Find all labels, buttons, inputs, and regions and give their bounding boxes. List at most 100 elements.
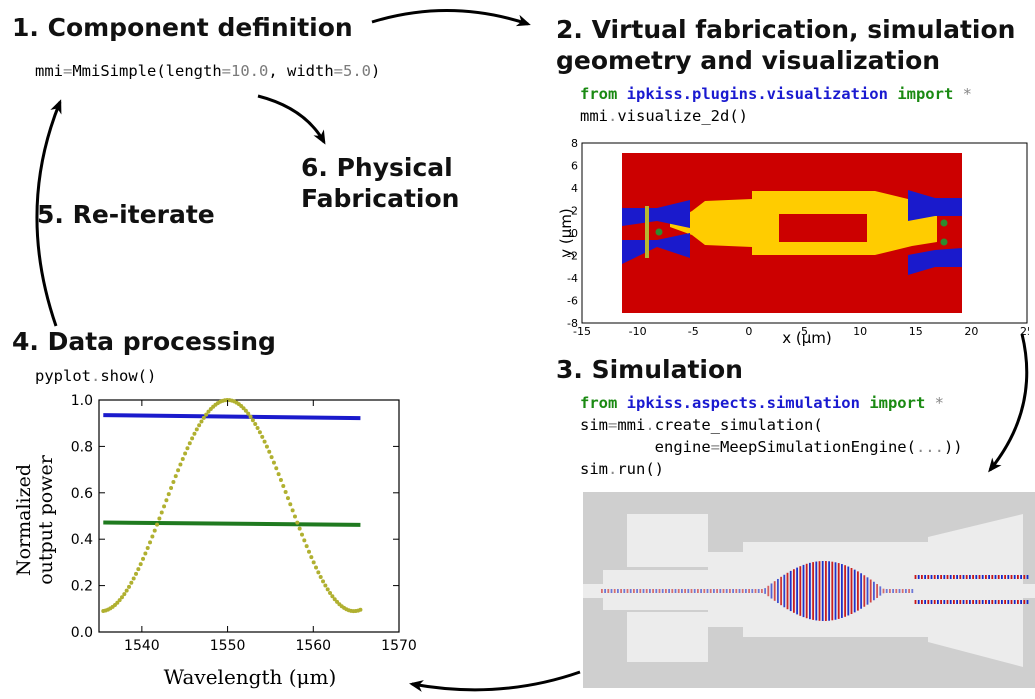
port-marker-right-top (940, 219, 948, 227)
geometry-xtick: 20 (964, 325, 978, 338)
field-stripe (837, 563, 840, 619)
chart-point-series-2 (314, 565, 319, 570)
port-marker-left (655, 228, 663, 236)
chart-point-series-2 (131, 576, 136, 581)
field-stripe (959, 575, 962, 579)
field-stripe (956, 575, 958, 579)
chart-point-series-2 (267, 449, 272, 454)
chart-point-series-2 (248, 414, 253, 419)
field-stripe (815, 561, 818, 621)
chart-ytick-label: 0.6 (71, 486, 93, 502)
field-stripe (988, 575, 990, 579)
chart-point-series-2 (187, 441, 192, 446)
field-stripe (1004, 600, 1006, 604)
field-stripe (777, 578, 779, 604)
chart-point-series-2 (243, 408, 248, 413)
field-stripe (706, 589, 709, 593)
field-stripe (882, 588, 885, 594)
arrow-2-to-3 (988, 333, 1029, 473)
field-stripe (981, 600, 984, 604)
step4-title: 4. Data processing (12, 327, 276, 356)
field-stripe (1007, 575, 1010, 579)
field-stripe (825, 561, 827, 621)
chart-point-series-2 (325, 587, 330, 592)
field-stripe (1023, 575, 1026, 579)
chart-point-series-2 (166, 492, 171, 497)
chart-point-series-2 (278, 478, 283, 483)
chart-point-series-2 (190, 436, 195, 441)
step2-title-line2: geometry and visualization (556, 46, 941, 75)
field-stripe (1001, 575, 1003, 579)
field-stripe (1007, 600, 1010, 604)
geometry-plot: -15-10-5051015202586420-2-4-6-8 x (μm) y… (557, 137, 1029, 346)
step2-title-line1: 2. Virtual fabrication, simulation (556, 15, 1016, 44)
field-stripe (665, 589, 667, 593)
chart-point-series-2 (141, 556, 146, 561)
chart-point-series-2 (192, 431, 197, 436)
field-stripe (831, 561, 834, 621)
field-stripe (863, 575, 866, 607)
chart-point-series-2 (134, 571, 139, 576)
chart-point-series-2 (299, 532, 304, 537)
field-stripe (677, 589, 680, 593)
chart-point-series-2 (246, 411, 251, 416)
field-stripe (735, 589, 738, 593)
field-stripe (917, 575, 920, 579)
chart-frame (98, 399, 400, 633)
geometry-ytick: -6 (567, 295, 578, 308)
field-stripe (649, 589, 651, 593)
field-stripe (1023, 600, 1026, 604)
field-stripe (601, 589, 603, 593)
field-pattern (601, 561, 1029, 621)
field-stripe (805, 563, 808, 619)
field-stripe (783, 574, 786, 608)
field-stripe (729, 589, 731, 593)
field-stripe (994, 600, 997, 604)
field-stripe (876, 584, 878, 598)
chart-point-series-2 (150, 534, 155, 539)
field-stripe (921, 600, 923, 604)
chart-point-series-2 (274, 466, 279, 471)
field-stripe (684, 589, 686, 593)
field-stripe (953, 575, 955, 579)
chart-point-series-2 (297, 526, 302, 531)
field-stripe (799, 566, 802, 616)
geometry-xtick: -5 (688, 325, 699, 338)
field-stripe (604, 589, 606, 593)
field-stripe (697, 589, 699, 593)
field-stripe (802, 564, 805, 618)
field-stripe (869, 579, 872, 603)
field-stripe (1010, 600, 1013, 604)
field-stripe (853, 569, 856, 613)
field-stripe (722, 589, 725, 593)
field-stripe (610, 589, 613, 593)
step1-title: 1. Component definition (12, 13, 353, 42)
step6-title-line1: 6. Physical (301, 153, 453, 182)
chart-point-series-2 (157, 516, 162, 521)
cladding-left-taper (670, 199, 752, 247)
code-visualization: from ipkiss.plugins.visualization import… (580, 85, 972, 125)
chart-ytick-label: 0.2 (71, 579, 93, 595)
chart-point-series-2 (176, 468, 181, 473)
field-stripe (905, 589, 907, 593)
field-stripe (658, 589, 661, 593)
field-stripe (773, 581, 776, 601)
chart-xtick-label: 1550 (210, 638, 246, 654)
field-stripe (873, 581, 875, 601)
chart-ylabel-line1: Normalized (13, 464, 35, 576)
field-stripe (879, 586, 882, 596)
chart-point-series-2 (138, 562, 143, 567)
field-stripe (889, 589, 891, 593)
field-stripe (770, 583, 773, 599)
field-stripe (607, 589, 610, 593)
chart-point-series-2 (276, 472, 281, 477)
field-stripe (693, 589, 696, 593)
field-stripe (847, 566, 850, 616)
field-stripe (997, 600, 1000, 604)
field-stripe (985, 575, 987, 579)
field-stripe (892, 589, 894, 593)
chart-point-series-2 (264, 444, 269, 449)
field-stripe (674, 589, 677, 593)
chart-point-series-2 (262, 439, 267, 444)
field-stripe (985, 600, 987, 604)
